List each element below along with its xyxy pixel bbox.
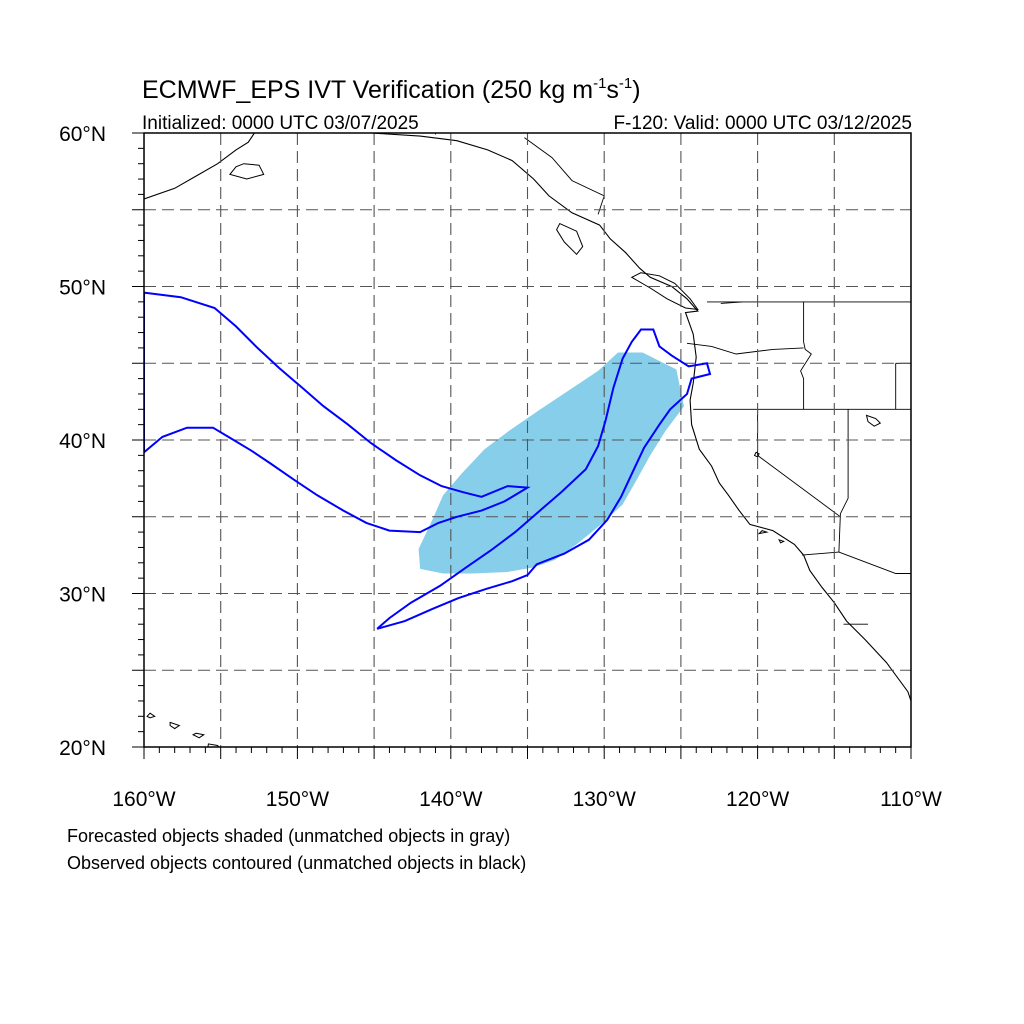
map-plot-area	[144, 133, 911, 747]
border-line-4	[800, 301, 812, 410]
border-line-3	[686, 342, 804, 355]
axis-ticks	[132, 132, 912, 759]
island-7	[778, 538, 786, 544]
lake-0	[865, 414, 882, 427]
observed-contour-main-river	[376, 328, 712, 630]
lon-label: 160°W	[112, 788, 175, 811]
island-5	[146, 712, 156, 719]
border-line-6	[838, 551, 911, 574]
island-8	[757, 530, 769, 535]
lat-label: 30°N	[59, 584, 106, 607]
border-line-12	[524, 137, 605, 215]
init-time-label: Initialized: 0000 UTC 03/07/2025	[142, 113, 419, 134]
lon-label: 130°W	[573, 788, 636, 811]
island-2	[207, 743, 220, 747]
border-line-11	[720, 301, 743, 304]
coastline-0	[144, 133, 256, 200]
legend-observed-note: Observed objects contoured (unmatched ob…	[67, 853, 527, 873]
valid-time-label: F-120: Valid: 0000 UTC 03/12/2025	[613, 113, 912, 134]
lon-label: 120°W	[726, 788, 789, 811]
border-line-7	[838, 409, 849, 553]
figure-title: ECMWF_EPS IVT Verification (250 kg m-1s-…	[142, 75, 641, 104]
forecast-ivt-object	[418, 352, 684, 574]
lon-label: 110°W	[880, 788, 942, 811]
observed-contour-northern-filament	[144, 291, 531, 534]
island-6	[229, 163, 265, 180]
lon-label: 150°W	[266, 788, 329, 811]
lat-label: 50°N	[59, 277, 106, 300]
legend-forecast-note: Forecasted objects shaded (unmatched obj…	[67, 826, 511, 846]
observed-objects-layer	[144, 291, 712, 630]
coastline-1	[370, 133, 911, 702]
lat-label: 60°N	[59, 123, 106, 146]
island-0	[630, 272, 699, 311]
axis-labels: 60°N 50°N 40°N 30°N 20°N 160°W 150°W 140°W 130°W…	[59, 123, 942, 811]
coastline-layer	[144, 133, 911, 747]
lat-lon-grid	[144, 133, 911, 747]
island-3	[191, 732, 206, 739]
lat-label: 20°N	[59, 737, 106, 760]
lake-1	[753, 451, 760, 458]
lat-label: 40°N	[59, 430, 106, 453]
island-1	[556, 222, 584, 256]
lon-label: 140°W	[419, 788, 482, 811]
political-borders-layer	[435, 133, 911, 625]
forecast-objects-layer	[418, 352, 684, 574]
island-4	[169, 721, 181, 730]
border-line-5	[802, 551, 839, 556]
